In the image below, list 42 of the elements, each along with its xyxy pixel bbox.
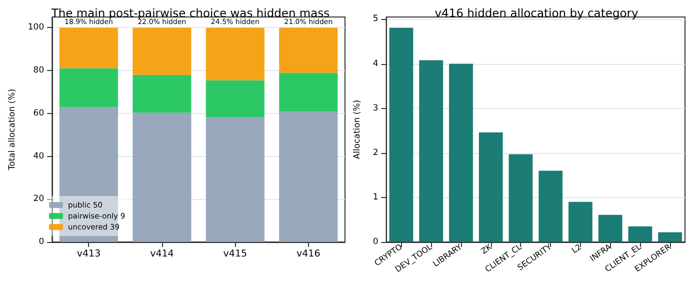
- y-tick-label: 0: [372, 237, 378, 247]
- bar: [478, 132, 503, 242]
- bar: [132, 28, 192, 75]
- x-tick-label: v413: [76, 248, 101, 260]
- bar: [279, 28, 338, 73]
- bar: [568, 202, 592, 242]
- bar: [206, 80, 264, 118]
- bar: [279, 112, 338, 242]
- bar: [132, 74, 192, 113]
- bar: [538, 170, 563, 242]
- x-tick-label: v416: [296, 248, 320, 260]
- bar: [508, 154, 533, 242]
- y-tick-label: 20: [33, 194, 44, 204]
- bar: [628, 226, 652, 242]
- x-tick-label: L2: [570, 242, 584, 256]
- bar: [449, 64, 473, 242]
- x-tick-label: v414: [150, 248, 174, 260]
- bar: [59, 28, 118, 68]
- y-tick-label: 60: [33, 108, 44, 118]
- bar: [658, 232, 682, 242]
- y-tick-label: 2: [372, 148, 378, 158]
- y-tick-label: 1: [372, 192, 378, 202]
- bar: [132, 112, 192, 242]
- y-tick-label: 3: [372, 103, 378, 114]
- x-tick-label: v415: [223, 248, 248, 260]
- chart-title: The main post-pairwise choice was hidden mass: [50, 6, 330, 20]
- bar: [279, 72, 338, 112]
- y-tick-label: 40: [33, 151, 44, 162]
- y-axis-title: Allocation (%): [352, 100, 362, 160]
- bar: [419, 60, 444, 242]
- y-tick-label: 5: [372, 14, 378, 24]
- bar: [389, 28, 414, 242]
- bar: [206, 28, 264, 80]
- y-tick-label: 100: [28, 22, 44, 33]
- y-tick-label: 0: [38, 237, 44, 247]
- y-tick-label: 80: [33, 66, 44, 76]
- bar: [206, 117, 264, 242]
- chart-title: v416 hidden allocation by category: [434, 6, 638, 20]
- bar: [59, 68, 118, 108]
- y-axis-title: Total allocation (%): [8, 88, 18, 172]
- bar: [598, 214, 622, 242]
- y-tick-label: 4: [372, 58, 378, 69]
